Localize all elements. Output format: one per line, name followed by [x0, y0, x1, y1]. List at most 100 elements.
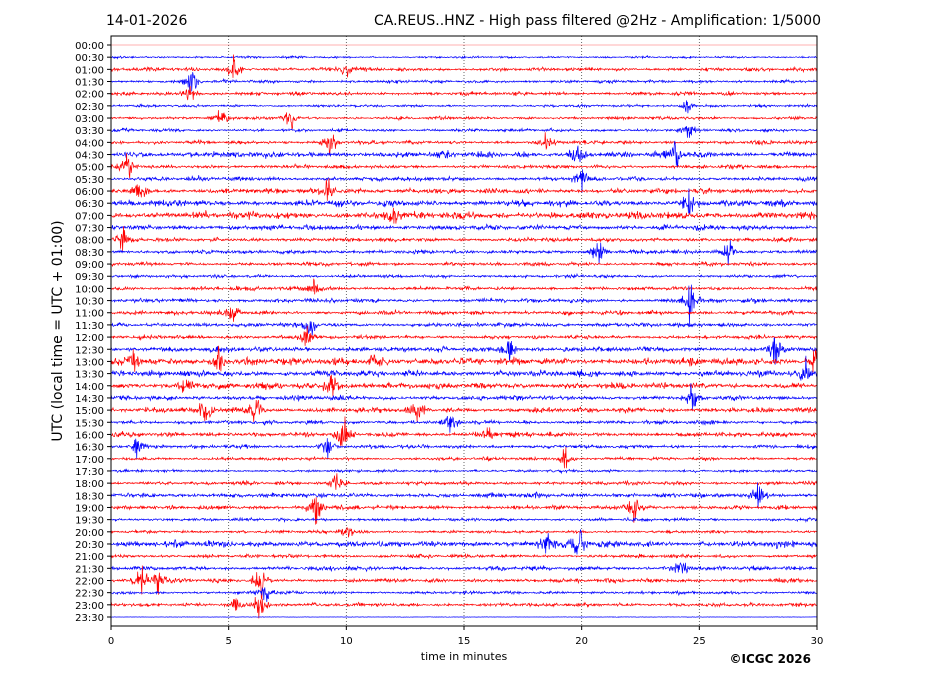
- trace-1630: [110, 438, 818, 460]
- y-tick-label: 08:30: [75, 248, 104, 259]
- y-tick-label: 18:30: [75, 491, 104, 502]
- y-tick-label: 16:30: [75, 443, 104, 454]
- chart-title: CA.REUS..HNZ - High pass filtered @2Hz -…: [374, 13, 821, 29]
- y-tick-label: 20:00: [75, 528, 104, 539]
- y-tick-label: 12:30: [75, 345, 104, 356]
- y-tick-label: 07:30: [75, 224, 104, 235]
- trace-2230: [110, 587, 818, 603]
- trace-1600: [110, 416, 818, 447]
- y-tick-label: 13:00: [75, 357, 104, 368]
- trace-1730: [110, 468, 818, 475]
- y-tick-label: 10:00: [75, 284, 104, 295]
- x-tick-label: 25: [693, 636, 706, 647]
- x-ticks: 0 5 10 15 20 25 30: [108, 626, 824, 647]
- y-tick-label: 17:30: [75, 467, 104, 478]
- x-tick-label: 20: [575, 636, 588, 647]
- x-axis-label: time in minutes: [421, 650, 508, 663]
- x-tick-label: 15: [458, 636, 471, 647]
- y-tick-label: 05:30: [75, 175, 104, 186]
- y-tick-label: 10:30: [75, 297, 104, 308]
- y-tick-label: 18:00: [75, 479, 104, 490]
- y-tick-label: 04:00: [75, 138, 104, 149]
- trace-0130: [110, 72, 818, 93]
- trace-2300: [110, 596, 818, 619]
- y-tick-label: 06:00: [75, 187, 104, 198]
- y-tick-label: 15:30: [75, 418, 104, 429]
- trace-1500: [110, 399, 818, 422]
- y-tick-label: 04:30: [75, 151, 104, 162]
- trace-0930: [111, 272, 817, 280]
- y-tick-label: 00:30: [75, 53, 104, 64]
- trace-1900: [110, 497, 818, 525]
- traces: [110, 44, 818, 619]
- y-axis-label: UTC (local time = UTC + 01:00): [50, 220, 66, 441]
- plot-frame: [110, 35, 818, 627]
- trace-1530: [110, 416, 817, 433]
- trace-1300: [110, 345, 818, 373]
- y-tick-label: 15:00: [75, 406, 104, 417]
- x-tick-label: 30: [811, 636, 824, 647]
- x-tick-label: 5: [225, 636, 231, 647]
- y-tick-label: 22:00: [75, 576, 104, 587]
- y-tick-label: 08:00: [75, 236, 104, 247]
- trace-2130: [110, 562, 818, 574]
- y-tick-label: 03:00: [75, 114, 104, 125]
- x-tick-label: 0: [108, 636, 114, 647]
- y-tick-label: 01:30: [75, 78, 104, 89]
- trace-1800: [110, 473, 818, 490]
- y-tick-label: 14:30: [75, 394, 104, 405]
- trace-0900: [110, 260, 818, 268]
- trace-0830: [110, 240, 818, 266]
- trace-1330: [110, 355, 818, 381]
- trace-1930: [110, 516, 818, 523]
- trace-0800: [110, 226, 818, 253]
- trace-0230: [110, 100, 818, 114]
- y-tick-label: 05:00: [75, 163, 104, 174]
- trace-1400: [110, 374, 818, 397]
- grid: [228, 36, 700, 626]
- trace-2000: [110, 527, 818, 538]
- y-tick-label: 14:00: [75, 382, 104, 393]
- trace-2030: [111, 529, 818, 555]
- y-tick-label: 21:30: [75, 564, 104, 575]
- y-tick-label: 09:00: [75, 260, 104, 271]
- trace-0400: [110, 132, 818, 156]
- y-tick-label: 20:30: [75, 540, 104, 551]
- trace-1030: [110, 284, 818, 326]
- trace-1200: [110, 325, 818, 346]
- y-tick-label: 23:00: [75, 601, 104, 612]
- trace-1000: [110, 278, 818, 295]
- y-tick-label: 23:30: [75, 613, 104, 624]
- y-tick-label: 02:30: [75, 102, 104, 113]
- trace-1130: [110, 321, 818, 336]
- y-tick-label: 09:30: [75, 272, 104, 283]
- y-tick-label: 19:00: [75, 503, 104, 514]
- trace-2100: [110, 552, 818, 560]
- trace-2200: [110, 565, 818, 601]
- y-tick-label: 22:30: [75, 589, 104, 600]
- trace-0300: [110, 110, 818, 131]
- trace-0630: [110, 188, 818, 216]
- trace-0430: [110, 140, 818, 168]
- trace-0100: [111, 54, 817, 78]
- y-tick-label: 11:00: [75, 309, 104, 320]
- y-tick-label: 12:00: [75, 333, 104, 344]
- y-tick-label: 01:00: [75, 65, 104, 76]
- trace-0730: [110, 223, 818, 232]
- y-tick-label: 11:30: [75, 321, 104, 332]
- date-label: 14-01-2026: [106, 13, 187, 29]
- trace-2330: [110, 616, 818, 618]
- y-tick-label: 02:00: [75, 90, 104, 101]
- trace-1700: [110, 447, 818, 469]
- y-tick-label: 00:00: [75, 41, 104, 52]
- trace-0330: [110, 126, 818, 138]
- y-tick-label: 17:00: [75, 455, 104, 466]
- copyright: ©ICGC 2026: [729, 652, 811, 666]
- trace-0200: [110, 85, 818, 101]
- y-tick-label: 16:00: [75, 430, 104, 441]
- trace-0700: [110, 207, 818, 224]
- trace-1830: [110, 482, 818, 509]
- y-tick-label: 21:00: [75, 552, 104, 563]
